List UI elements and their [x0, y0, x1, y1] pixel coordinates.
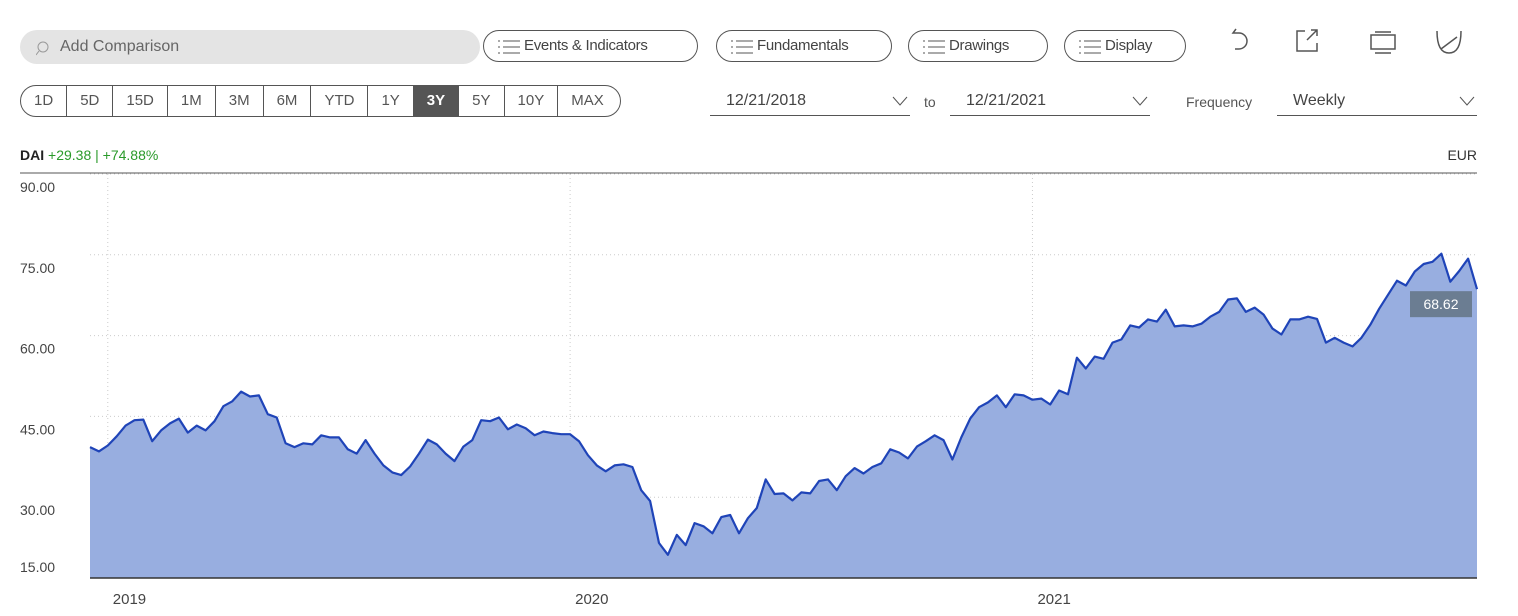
last-value-box [1410, 291, 1472, 318]
chevron [1132, 96, 1148, 106]
x-tick-label: 2021 [1037, 591, 1070, 608]
price-line [89, 252, 1479, 556]
end-date[interactable]: 12/21/2021 [950, 86, 1150, 116]
popout-icon[interactable] [1296, 29, 1318, 52]
frequency-label: Frequency [1186, 94, 1253, 110]
button-label: Drawings [949, 37, 1010, 54]
menu-icon [1079, 40, 1101, 54]
frequency-select[interactable]: Weekly [1277, 86, 1477, 116]
area-fill [90, 253, 1477, 578]
quote-header: DAI +29.38 | +74.88% [20, 147, 158, 163]
chevron [1459, 96, 1475, 106]
change: +29.38 | +74.88% [48, 147, 159, 163]
undo-icon[interactable] [1231, 28, 1248, 50]
x-tick-label: 2020 [575, 591, 608, 608]
search-icon [36, 41, 49, 56]
search-box[interactable]: Add Comparison [20, 30, 480, 64]
chevron [892, 96, 908, 106]
range-button[interactable]: 15D [113, 86, 168, 116]
menu-icon [731, 40, 753, 54]
start-date-text: 12/21/2018 [726, 92, 807, 109]
y-tick-label: 45.00 [20, 421, 55, 437]
range-button[interactable]: 3Y [413, 86, 460, 116]
share-icon[interactable] [1436, 30, 1462, 54]
y-tick-label: 90.00 [20, 179, 55, 195]
end-date-text: 12/21/2021 [966, 92, 1047, 109]
menu-icon [498, 40, 520, 54]
range-button[interactable]: 1M [168, 86, 216, 116]
range-button[interactable]: 6M [264, 86, 312, 116]
y-tick-label: 60.00 [20, 341, 55, 357]
menu-icon [923, 40, 945, 54]
search-placeholder: Add Comparison [60, 38, 180, 55]
y-tick-label: 15.00 [20, 559, 55, 575]
y-tick-label: 75.00 [20, 260, 55, 276]
toolbar-button[interactable]: Drawings [908, 30, 1048, 62]
range-button[interactable]: 10Y [505, 86, 559, 116]
print-icon[interactable] [1370, 31, 1396, 54]
y-tick-label: 30.00 [20, 502, 55, 518]
range-button[interactable]: 5D [67, 86, 114, 116]
toolbar-button[interactable]: Display [1064, 30, 1186, 62]
currency: EUR [1447, 147, 1477, 163]
frequency-text: Weekly [1293, 92, 1346, 109]
symbol: DAI [20, 147, 45, 163]
x-tick-label: 2019 [113, 591, 146, 608]
range-button[interactable]: YTD [311, 86, 369, 116]
button-label: Display [1105, 37, 1153, 54]
last-value-label: 68.62 [1423, 296, 1458, 312]
button-label: Events & Indicators [524, 37, 648, 54]
range-button[interactable]: 1Y [368, 86, 414, 116]
range-button[interactable]: 1D [21, 86, 68, 116]
toolbar-icons [1231, 28, 1462, 54]
range-button[interactable]: 3M [216, 86, 264, 116]
toolbar-button[interactable]: Events & Indicators [483, 30, 698, 62]
start-date[interactable]: 12/21/2018 [710, 86, 910, 116]
range-selector: 1D 5D 15D 1M 3M 6M YTD 1Y 3Y 5Y 10Y MAX [20, 85, 621, 117]
button-label: Fundamentals [757, 37, 849, 54]
range-button[interactable]: 5Y [459, 86, 505, 116]
range-button[interactable]: MAX [571, 92, 604, 109]
toolbar-button[interactable]: Fundamentals [716, 30, 892, 62]
to-label: to [924, 94, 936, 110]
